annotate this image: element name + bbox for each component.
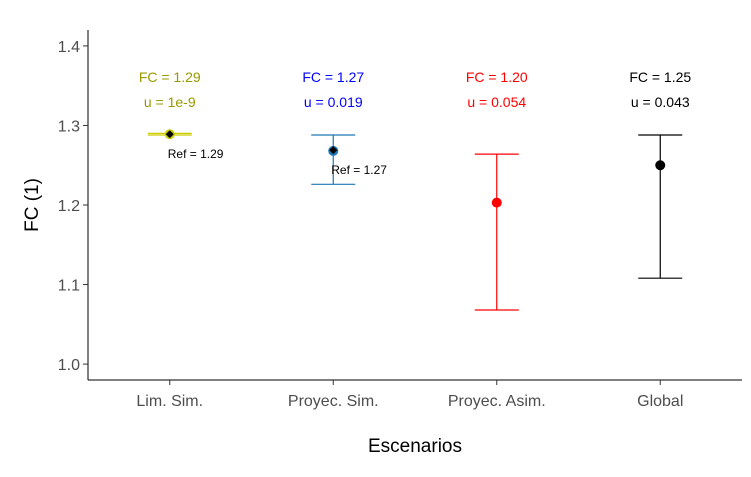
x-tick-label: Lim. Sim.	[136, 393, 203, 410]
x-axis-title: Escenarios	[368, 436, 462, 457]
x-ticks: Lim. Sim. Proyec. Sim. Proyec. Asim. Global	[136, 380, 683, 410]
reference-label: Ref = 1.27	[331, 163, 387, 177]
data-point	[655, 160, 666, 171]
x-tick-label: Proyec. Sim.	[288, 393, 379, 410]
x-tick-label: Global	[637, 393, 683, 410]
reference-marker	[165, 130, 174, 139]
data-point	[491, 197, 502, 208]
y-tick-label: 1.4	[58, 39, 80, 56]
y-axis-title: FC (1)	[22, 178, 43, 232]
y-ticks: 1.0 1.1 1.2 1.3 1.4	[58, 39, 88, 374]
y-tick-label: 1.3	[58, 118, 80, 135]
chart-marks: Ref = 1.29 FC = 1.29 u = 1e-9 Ref = 1.27 FC …	[139, 69, 691, 311]
reference-label: Ref = 1.29	[168, 147, 224, 161]
fc-annotation: FC = 1.20	[466, 69, 528, 85]
fc-annotation: FC = 1.29	[139, 69, 201, 85]
u-annotation: u = 0.019	[304, 94, 363, 110]
y-tick-label: 1.1	[58, 278, 80, 295]
fc-annotation: FC = 1.25	[629, 69, 691, 85]
y-tick-label: 1.2	[58, 198, 80, 215]
y-tick-label: 1.0	[58, 357, 80, 374]
x-tick-label: Proyec. Asim.	[448, 393, 546, 410]
u-annotation: u = 0.054	[467, 94, 526, 110]
u-annotation: u = 1e-9	[144, 94, 196, 110]
reference-marker	[329, 146, 338, 155]
u-annotation: u = 0.043	[631, 94, 690, 110]
fc-annotation: FC = 1.27	[302, 69, 364, 85]
